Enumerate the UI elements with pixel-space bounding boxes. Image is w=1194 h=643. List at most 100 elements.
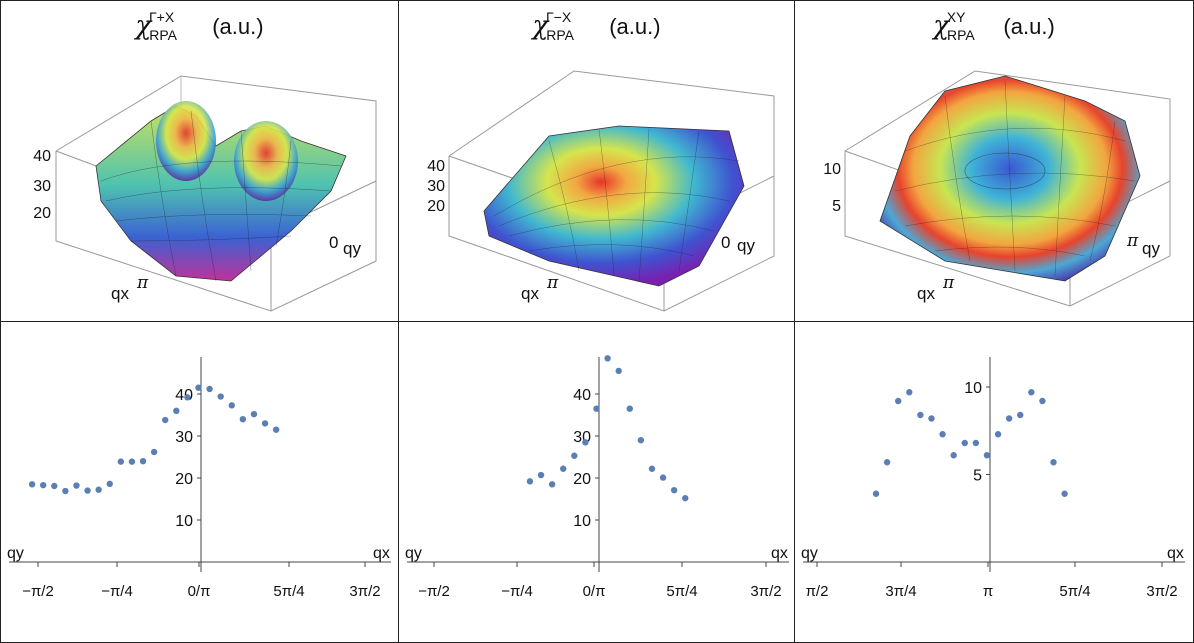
z-tick: 30 — [427, 178, 445, 195]
surface-title: χRPA Γ+X (a.u.) — [1, 9, 398, 43]
qx-tick: π — [137, 273, 149, 293]
x-tick-label: 3π/2 — [750, 583, 781, 600]
x-tick-label: 3π/2 — [349, 583, 380, 600]
x-axis-label: qx — [771, 545, 788, 562]
data-point — [928, 415, 935, 422]
x-tick-label: −π/4 — [501, 583, 533, 600]
z-tick: 40 — [33, 148, 51, 165]
surface-panel-xy: χRPA XY (a.u.) 10 5 qx π π qy — [794, 0, 1194, 322]
title-subscript: RPA — [149, 27, 177, 43]
data-point — [73, 482, 80, 489]
title-superscript: Γ−X — [545, 9, 572, 25]
x-tick-label: 5π/4 — [273, 583, 304, 600]
data-point — [972, 439, 980, 447]
x-axis-label: qx — [1167, 545, 1184, 562]
z-tick: 40 — [427, 158, 445, 175]
z-tick: 20 — [33, 205, 51, 222]
scatter-panel-3: qx qy 5 10 π/2 3π/4 π 5π/4 3π/2 — [794, 321, 1194, 643]
z-tick: 5 — [832, 198, 841, 215]
title-subscript: RPA — [546, 27, 574, 43]
y-tick-label: 30 — [175, 429, 193, 446]
surface-title: χRPA XY (a.u.) — [795, 9, 1193, 43]
surface-mesh — [95, 105, 347, 282]
data-point — [62, 487, 69, 495]
data-point — [537, 471, 545, 479]
data-point — [906, 389, 913, 396]
data-point — [195, 384, 202, 391]
data-point — [84, 487, 91, 494]
data-point — [250, 410, 258, 418]
y-tick-label: 40 — [573, 387, 591, 404]
surface-title: χRPA Γ−X (a.u.) — [399, 9, 794, 43]
data-point — [626, 405, 633, 412]
surface-peak — [156, 101, 216, 181]
surface-peak — [234, 121, 298, 201]
data-point — [670, 486, 678, 494]
scatter-plot-svg: qx qy 10 20 30 40 −π/2 −π/4 0/π 5π/4 3π/2 — [7, 357, 391, 600]
y-axis-label: qy — [801, 545, 818, 562]
data-point — [571, 452, 578, 459]
y-axis-label: qy — [405, 545, 422, 562]
title-superscript: Γ+X — [148, 9, 175, 25]
y-tick-label: 30 — [573, 429, 591, 446]
chi-symbol: χ — [135, 11, 152, 41]
chi-symbol: χ — [933, 11, 949, 41]
title-unit: (a.u.) — [609, 14, 661, 39]
x-tick-label: −π/4 — [101, 583, 133, 600]
qx-label: qx — [111, 284, 129, 303]
data-point — [648, 465, 656, 472]
data-point — [106, 480, 113, 488]
data-point — [228, 402, 235, 409]
scatter-plot-svg: qx qy 5 10 π/2 3π/4 π 5π/4 3π/2 — [801, 357, 1185, 600]
y-tick-label: 5 — [973, 468, 982, 485]
x-tick-label: 0/π — [188, 583, 211, 600]
surface-panel-gamma-minus-x: χRPA Γ−X (a.u.) 40 30 20 qx π 0 qy — [398, 0, 795, 322]
x-tick-label: −π/2 — [418, 583, 450, 600]
x-tick-label: 5π/4 — [1059, 583, 1090, 600]
surface-plot-svg — [55, 75, 377, 312]
data-point — [95, 486, 102, 493]
data-point — [883, 459, 891, 466]
data-point — [994, 431, 1002, 438]
data-point — [1061, 490, 1068, 497]
surface-plot-svg — [448, 70, 775, 312]
qy-tick: π — [1127, 231, 1139, 251]
data-point — [261, 420, 269, 427]
title-subscript: RPA — [946, 27, 975, 43]
x-tick-label: 3π/4 — [885, 583, 916, 600]
title-superscript: XY — [946, 9, 966, 25]
data-point — [173, 407, 180, 414]
data-point — [950, 452, 957, 459]
data-point — [272, 426, 280, 433]
y-tick-label: 20 — [573, 471, 591, 488]
data-point — [682, 494, 689, 502]
data-point — [939, 431, 946, 438]
data-point — [560, 465, 567, 472]
data-point — [615, 367, 622, 375]
surface-panel-gamma-plus-x: χRPA Γ+X (a.u.) 40 30 20 qx π 0 qy — [0, 0, 399, 322]
title-unit: (a.u.) — [1003, 14, 1055, 39]
x-tick-label: π/2 — [806, 583, 829, 600]
y-axis-label: qy — [7, 545, 24, 562]
data-point — [28, 481, 36, 488]
x-tick-label: π — [983, 583, 993, 600]
data-point — [139, 458, 147, 465]
data-point — [582, 439, 589, 446]
data-point — [961, 439, 968, 447]
data-point — [895, 397, 902, 405]
scatter-panel-1: qx qy 10 20 30 40 −π/2 −π/4 0/π 5π/4 3π/2 — [0, 321, 399, 643]
data-point — [659, 474, 667, 481]
qx-tick: π — [943, 273, 955, 293]
qx-label: qx — [917, 284, 935, 303]
qx-tick: π — [547, 273, 559, 293]
qy-tick: 0 — [329, 233, 339, 252]
x-axis-label: qx — [373, 545, 390, 562]
y-tick-label: 10 — [964, 380, 982, 397]
y-tick-label: 20 — [175, 471, 193, 488]
data-point — [117, 458, 125, 465]
data-point — [1028, 389, 1035, 396]
qx-label: qx — [521, 284, 539, 303]
box-edge — [55, 75, 377, 181]
scatter-plot-svg: qx qy 10 20 30 40 −π/2 −π/4 0/π 5π/4 3π/2 — [405, 355, 789, 600]
